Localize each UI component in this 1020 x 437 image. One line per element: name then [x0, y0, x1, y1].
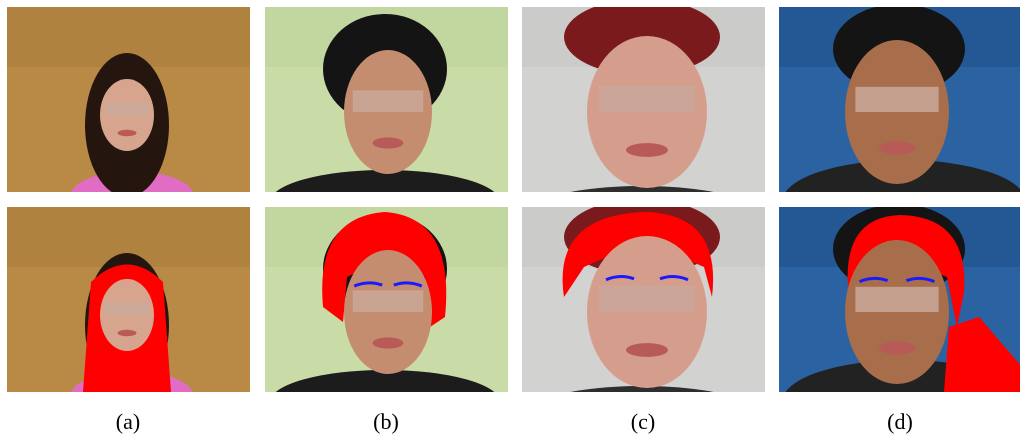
- eye-blur: [353, 90, 423, 112]
- mouth: [373, 337, 404, 348]
- mouth: [879, 142, 915, 155]
- figure: (a) (b) (c) (d): [0, 0, 1020, 437]
- caption: (d): [887, 409, 913, 434]
- caption: (c): [631, 409, 655, 434]
- mouth: [879, 342, 915, 355]
- caption: (a): [116, 409, 140, 434]
- eye-blur: [855, 287, 938, 312]
- eye-blur: [599, 85, 695, 112]
- photo-panel: [522, 199, 765, 437]
- mouth: [626, 143, 668, 157]
- mouth: [118, 330, 137, 336]
- eye-blur: [855, 87, 938, 112]
- caption: (b): [373, 409, 399, 434]
- mouth: [373, 137, 404, 148]
- photo-panel: [522, 0, 765, 238]
- photo-panel: [7, 7, 250, 223]
- photo-panel: [779, 204, 1020, 437]
- eye-blur: [105, 302, 148, 315]
- eye-blur: [105, 102, 148, 115]
- mouth: [118, 130, 137, 136]
- page: (a) (b) (c) (d) (() => { const data = JS…: [0, 0, 1020, 437]
- eye-blur: [353, 290, 423, 312]
- eye-blur: [599, 285, 695, 312]
- photo-panel: [7, 207, 250, 423]
- mouth: [626, 343, 668, 357]
- photo-panel: [265, 207, 508, 434]
- photo-panel: [265, 7, 508, 234]
